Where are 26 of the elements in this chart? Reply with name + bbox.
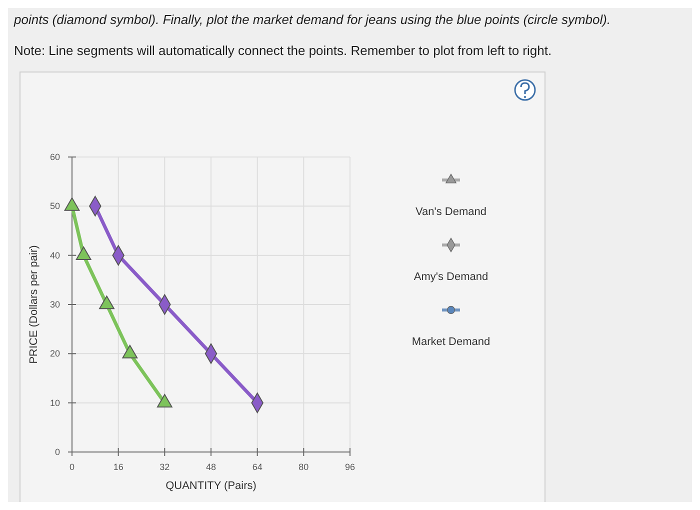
point xyxy=(122,344,138,358)
y-tick-label: 20 xyxy=(50,348,60,359)
x-tick-label: 96 xyxy=(344,462,356,472)
text: Van's Demand xyxy=(416,206,486,218)
y-tick-label: 10 xyxy=(50,398,60,408)
x-tick-label: 64 xyxy=(252,462,262,472)
y-tick-label: 60 xyxy=(50,152,60,162)
x-tick-label: 16 xyxy=(113,462,124,472)
y-tick-label: 50 xyxy=(50,201,60,212)
y-tick-label: 0 xyxy=(54,447,60,457)
point xyxy=(64,197,80,211)
y-axis-title: PRICE (Dollars per pair) xyxy=(28,245,40,364)
x-tick-label: 80 xyxy=(298,462,309,472)
point xyxy=(99,296,114,310)
point xyxy=(76,246,92,260)
y-tick-label: 40 xyxy=(50,250,60,260)
text: Market Demand xyxy=(412,336,490,348)
point xyxy=(156,394,172,408)
chart-subtitle: Note: Line segments will automatically connect the points. Remember to plot from left to right. xyxy=(14,43,552,58)
x-tick-label: 0 xyxy=(69,462,75,472)
x-tick-label: 48 xyxy=(206,462,216,472)
x-tick-label: 32 xyxy=(160,462,170,472)
y-tick-label: 30 xyxy=(50,300,60,310)
x-axis-title: QUANTITY (Pairs) xyxy=(166,480,256,492)
chart-title: points (diamond symbol). Finally, plot the market demand for jeans using the blue points (circle symbol). xyxy=(13,12,611,27)
text: Amy's Demand xyxy=(414,271,488,283)
